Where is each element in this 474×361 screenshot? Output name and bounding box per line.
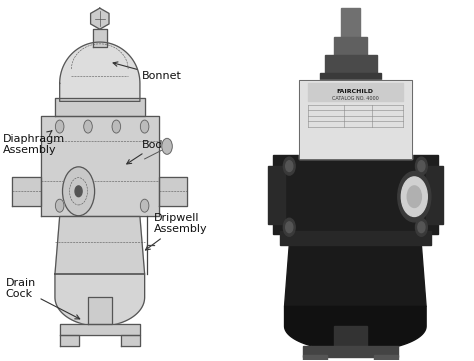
Circle shape — [63, 167, 95, 216]
Polygon shape — [60, 324, 140, 335]
Text: Drain
Cock: Drain Cock — [5, 278, 80, 319]
Circle shape — [286, 161, 293, 171]
Circle shape — [75, 186, 82, 197]
Polygon shape — [334, 37, 367, 55]
Polygon shape — [280, 231, 431, 245]
Circle shape — [55, 120, 64, 133]
Polygon shape — [55, 274, 145, 326]
Circle shape — [418, 161, 425, 171]
Circle shape — [407, 186, 421, 208]
Polygon shape — [273, 155, 438, 234]
Polygon shape — [41, 116, 159, 217]
Circle shape — [416, 157, 427, 175]
Text: Dripwell
Assembly: Dripwell Assembly — [146, 213, 208, 250]
Polygon shape — [60, 335, 79, 346]
Text: Body: Body — [127, 140, 170, 164]
Polygon shape — [93, 30, 107, 47]
Polygon shape — [325, 55, 376, 76]
Circle shape — [162, 138, 172, 154]
Polygon shape — [303, 355, 327, 360]
Circle shape — [401, 177, 427, 217]
Text: Diaphragm
Assembly: Diaphragm Assembly — [3, 131, 65, 155]
Polygon shape — [334, 326, 367, 346]
Polygon shape — [60, 42, 140, 101]
Text: FAIRCHILD: FAIRCHILD — [337, 89, 374, 94]
Polygon shape — [308, 83, 402, 101]
Polygon shape — [284, 306, 426, 351]
Circle shape — [398, 171, 431, 222]
Polygon shape — [374, 355, 398, 360]
Circle shape — [140, 120, 149, 133]
Polygon shape — [121, 335, 140, 346]
Circle shape — [416, 218, 427, 236]
Circle shape — [55, 199, 64, 212]
Polygon shape — [88, 297, 111, 324]
Polygon shape — [320, 73, 381, 83]
Polygon shape — [55, 217, 145, 274]
Polygon shape — [303, 346, 398, 357]
Polygon shape — [341, 8, 360, 40]
Circle shape — [283, 218, 295, 236]
Circle shape — [418, 222, 425, 232]
Polygon shape — [55, 98, 145, 116]
Polygon shape — [299, 80, 412, 159]
Text: CATALOG NO. 4000: CATALOG NO. 4000 — [332, 96, 379, 101]
Circle shape — [84, 120, 92, 133]
Polygon shape — [91, 8, 109, 29]
Circle shape — [283, 157, 295, 175]
Circle shape — [140, 199, 149, 212]
Circle shape — [112, 120, 120, 133]
Polygon shape — [12, 177, 41, 206]
Polygon shape — [268, 166, 284, 224]
Text: Bonnet: Bonnet — [113, 62, 182, 81]
Polygon shape — [159, 177, 187, 206]
Circle shape — [286, 222, 293, 232]
Polygon shape — [426, 166, 443, 224]
Polygon shape — [284, 245, 426, 306]
